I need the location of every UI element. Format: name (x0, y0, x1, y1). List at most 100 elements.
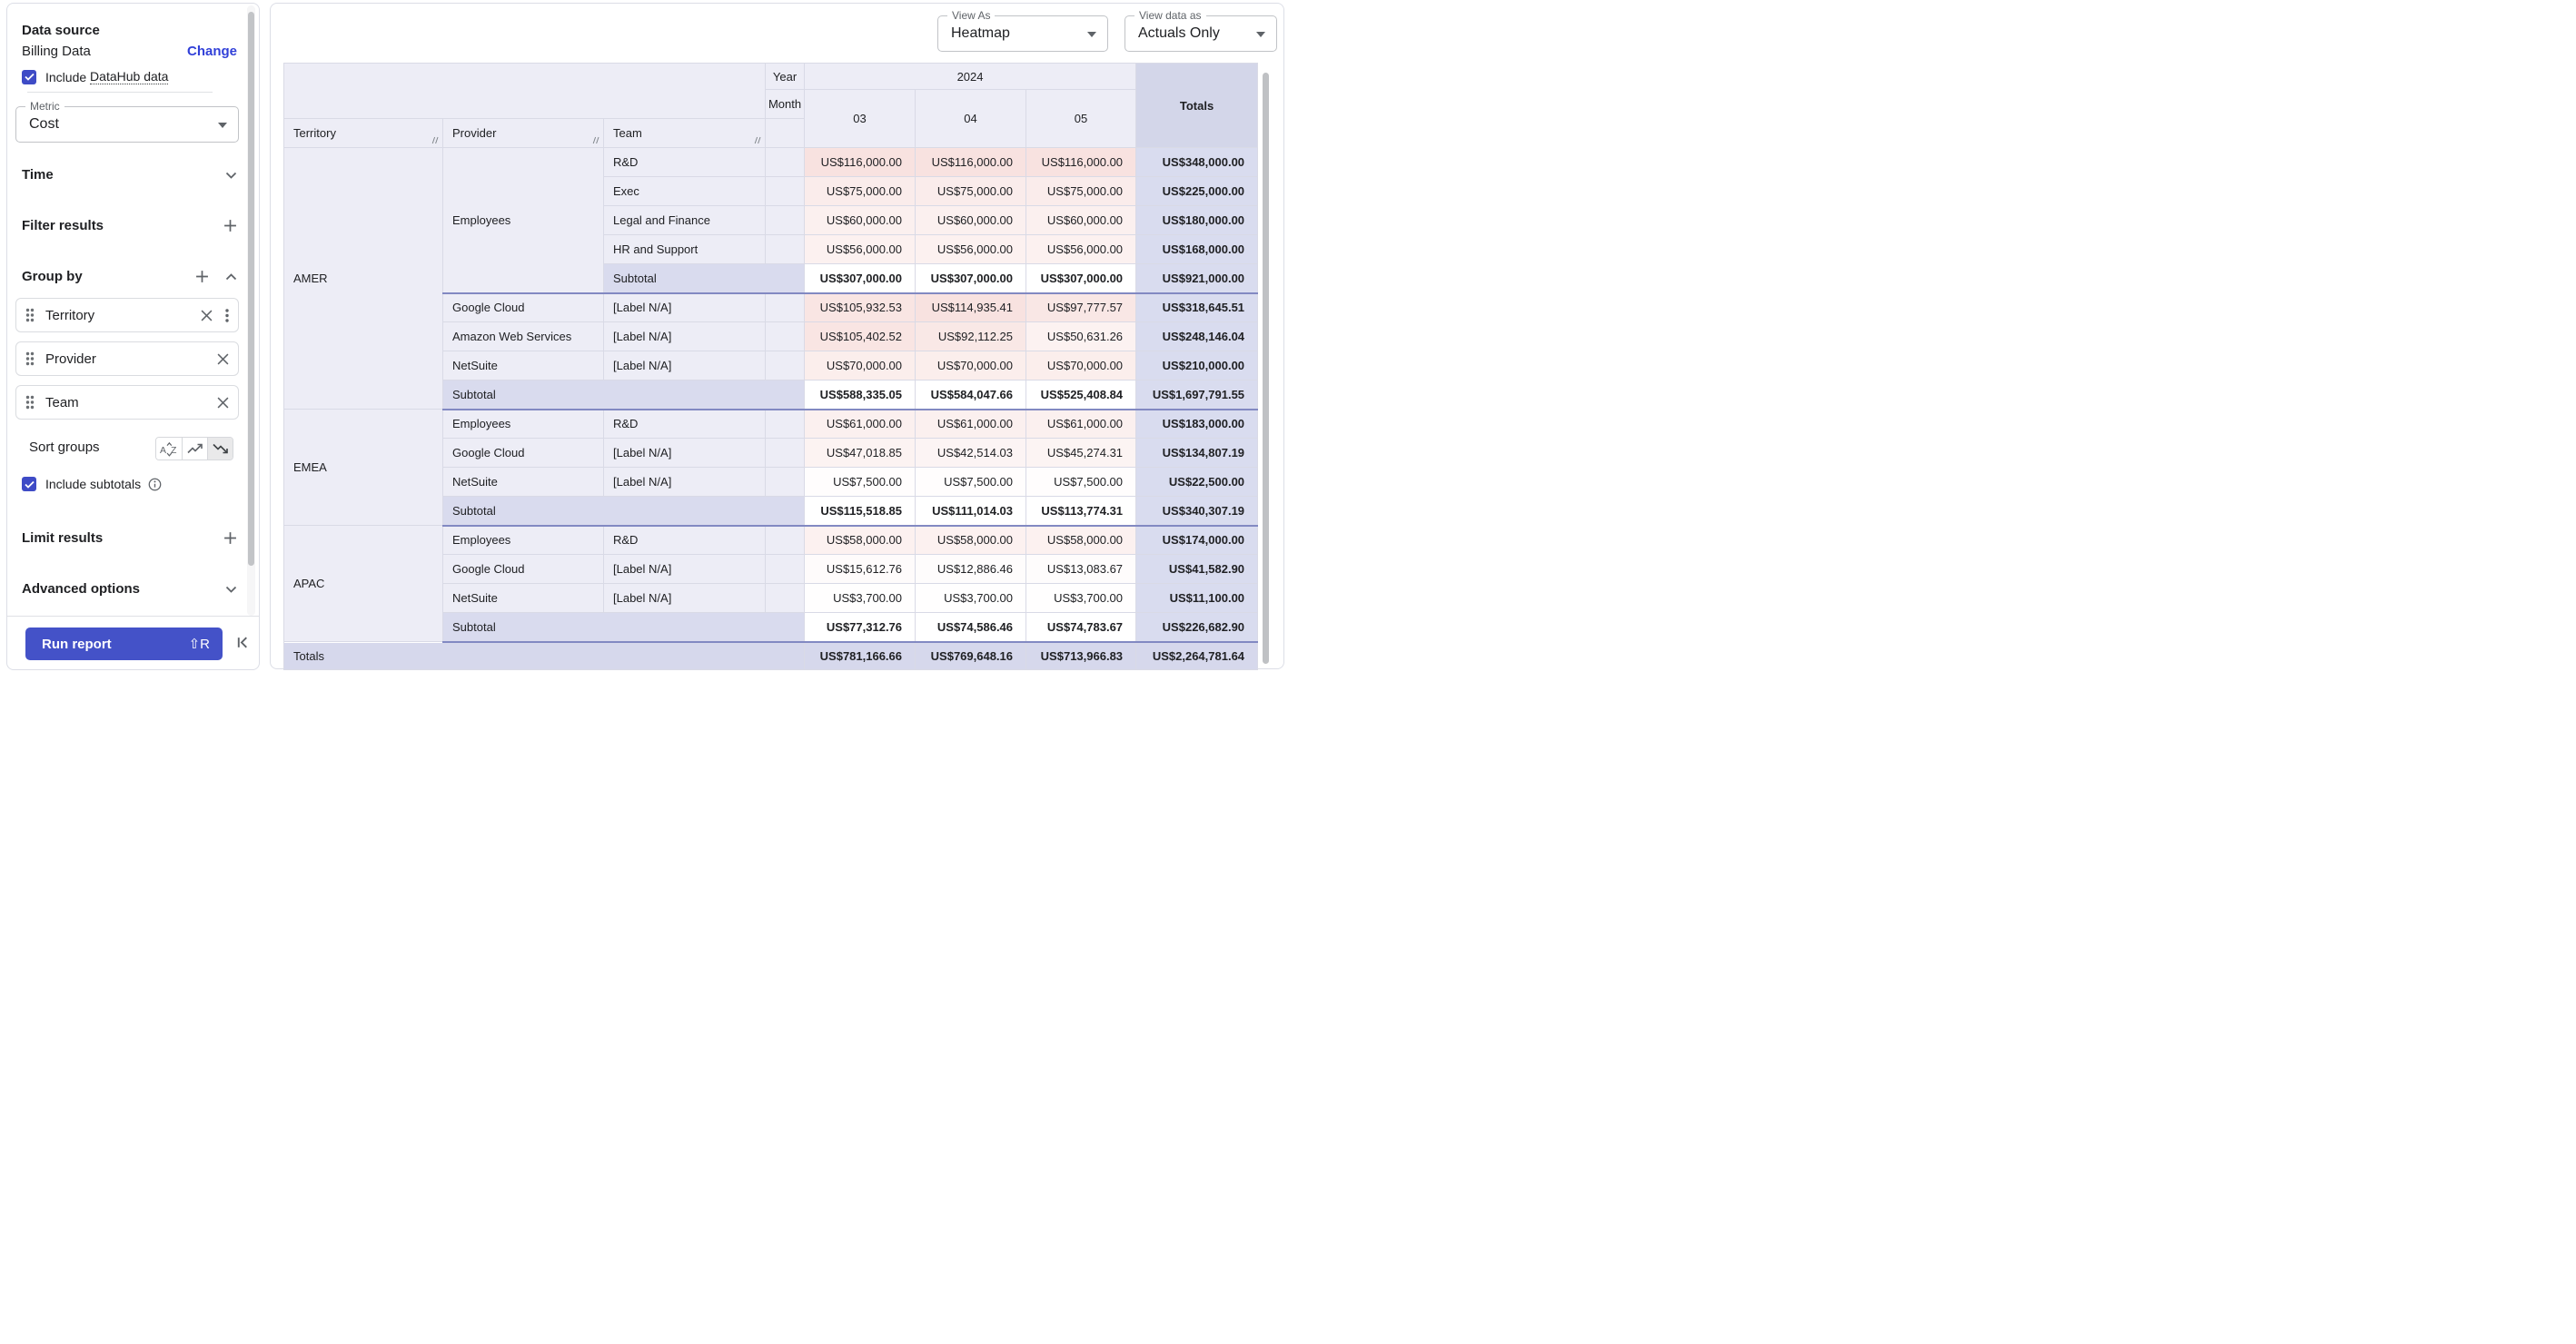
group-chip-provider[interactable]: Provider (15, 341, 239, 376)
view-data-as-select[interactable]: View data as Actuals Only (1125, 9, 1277, 52)
heatmap-pivot-table: Year 2024 Totals Month 03 04 05 Territory Provid… (282, 63, 1259, 670)
dropdown-arrow-icon (1087, 32, 1096, 37)
run-report-button[interactable]: Run report ⇧R (25, 628, 223, 660)
time-section-header[interactable]: Time (22, 167, 237, 183)
provider-netsuite: NetSuite (442, 351, 604, 380)
add-filter-button[interactable] (223, 219, 237, 232)
datahub-data-link[interactable]: DataHub data (90, 69, 169, 84)
value-cell: US$56,000.00 (915, 234, 1027, 264)
month-label: Month (765, 89, 806, 119)
sidebar-scrollbar-thumb[interactable] (248, 12, 254, 566)
collapse-sidebar-icon[interactable] (234, 635, 250, 650)
table-cell: US$307,000.00 (804, 263, 916, 294)
view-as-select-label: View As (947, 9, 996, 22)
row-spacer (765, 292, 806, 322)
table-cell: US$340,307.19 (1135, 496, 1259, 527)
territory-column-header[interactable]: Territory (283, 118, 443, 148)
advanced-options-heading: Advanced options (22, 581, 141, 597)
data-source-row: Billing Data Change (22, 44, 237, 59)
table-cell: US$348,000.00 (1135, 147, 1259, 177)
team-legal-and-finance: Legal and Finance (602, 205, 767, 235)
chevron-up-icon[interactable] (225, 272, 237, 281)
drag-handle-icon[interactable] (25, 308, 35, 322)
table-cell: US$77,312.76 (804, 612, 916, 643)
chip-label: Territory (45, 307, 95, 323)
remove-chip-icon[interactable] (217, 353, 229, 365)
table-cell: US$584,047.66 (915, 380, 1027, 410)
limit-results-heading: Limit results (22, 530, 104, 546)
provider-google-cloud: Google Cloud (442, 292, 604, 322)
svg-text:A: A (160, 445, 166, 456)
change-data-source-link[interactable]: Change (186, 44, 237, 59)
value-cell: US$58,000.00 (915, 525, 1027, 555)
value-cell: US$105,932.53 (804, 292, 916, 322)
column-resize-handle-icon[interactable] (592, 136, 599, 144)
metric-select-label: Metric (25, 100, 64, 113)
include-datahub-checkbox[interactable] (22, 69, 36, 84)
territory-emea: EMEA (283, 409, 443, 526)
view-as-select-value: Heatmap (951, 25, 1010, 41)
value-cell: US$58,000.00 (804, 525, 916, 555)
team-label-na: [Label N/A] (602, 583, 767, 613)
provider-employees: Employees (442, 525, 604, 555)
team-column-header[interactable]: Team (602, 118, 767, 148)
advanced-options-section-header[interactable]: Advanced options (22, 581, 237, 597)
column-resize-handle-icon[interactable] (431, 136, 439, 144)
row-spacer (765, 554, 806, 584)
month-05: 05 (1025, 89, 1137, 148)
add-group-button[interactable] (195, 270, 209, 283)
column-resize-handle-icon[interactable] (754, 136, 761, 144)
view-as-select[interactable]: View As Heatmap (937, 9, 1108, 52)
drag-handle-icon[interactable] (25, 351, 35, 366)
svg-text:Z: Z (171, 445, 177, 456)
sort-groups-label: Sort groups (29, 440, 100, 455)
data-source-heading: Data source (22, 23, 237, 38)
chevron-down-icon[interactable] (225, 172, 237, 179)
header-spacer (765, 118, 806, 148)
chevron-down-icon[interactable] (225, 586, 237, 593)
table-cell: US$74,783.67 (1025, 612, 1137, 643)
metric-select[interactable]: Metric Cost (15, 100, 239, 143)
remove-chip-icon[interactable] (217, 397, 229, 409)
chip-more-options-icon[interactable] (225, 308, 229, 323)
value-cell: US$15,612.76 (804, 554, 916, 584)
provider-column-header[interactable]: Provider (442, 118, 604, 148)
add-limit-button[interactable] (223, 531, 237, 545)
team-hr-and-support: HR and Support (602, 234, 767, 264)
sort-ascending-button[interactable] (182, 438, 207, 460)
subtotal-label: Subtotal (441, 380, 806, 410)
row-spacer (765, 176, 806, 206)
include-subtotals-row: Include subtotals (22, 477, 237, 491)
value-cell: US$75,000.00 (804, 176, 916, 206)
info-icon[interactable] (148, 478, 162, 491)
group-chip-territory[interactable]: Territory (15, 298, 239, 332)
team-rd: R&D (602, 409, 767, 439)
team-rd: R&D (602, 525, 767, 555)
group-chip-team[interactable]: Team (15, 385, 239, 420)
table-cell: US$248,146.04 (1135, 321, 1259, 351)
table-cell: US$588,335.05 (804, 380, 916, 410)
provider-amazon-web-services: Amazon Web Services (442, 321, 604, 351)
table-cell: US$168,000.00 (1135, 234, 1259, 264)
row-spacer (765, 438, 806, 468)
drag-handle-icon[interactable] (25, 395, 35, 410)
chip-label: Team (45, 394, 79, 410)
value-cell: US$50,631.26 (1025, 321, 1137, 351)
table-cell: US$307,000.00 (915, 263, 1027, 294)
sidebar-footer: Run report ⇧R (7, 616, 259, 669)
year-label: Year (765, 63, 806, 90)
value-cell: US$75,000.00 (1025, 176, 1137, 206)
provider-netsuite: NetSuite (442, 467, 604, 497)
value-cell: US$12,886.46 (915, 554, 1027, 584)
table-scrollbar-thumb[interactable] (1263, 73, 1269, 664)
value-cell: US$3,700.00 (804, 583, 916, 613)
include-subtotals-checkbox[interactable] (22, 477, 36, 491)
check-icon (24, 480, 35, 489)
value-cell: US$116,000.00 (1025, 147, 1137, 177)
report-canvas: View As Heatmap View data as Actuals Onl… (270, 3, 1284, 670)
value-cell: US$116,000.00 (915, 147, 1027, 177)
sort-descending-button[interactable] (207, 438, 233, 460)
remove-chip-icon[interactable] (201, 310, 213, 321)
chip-label: Provider (45, 351, 96, 367)
